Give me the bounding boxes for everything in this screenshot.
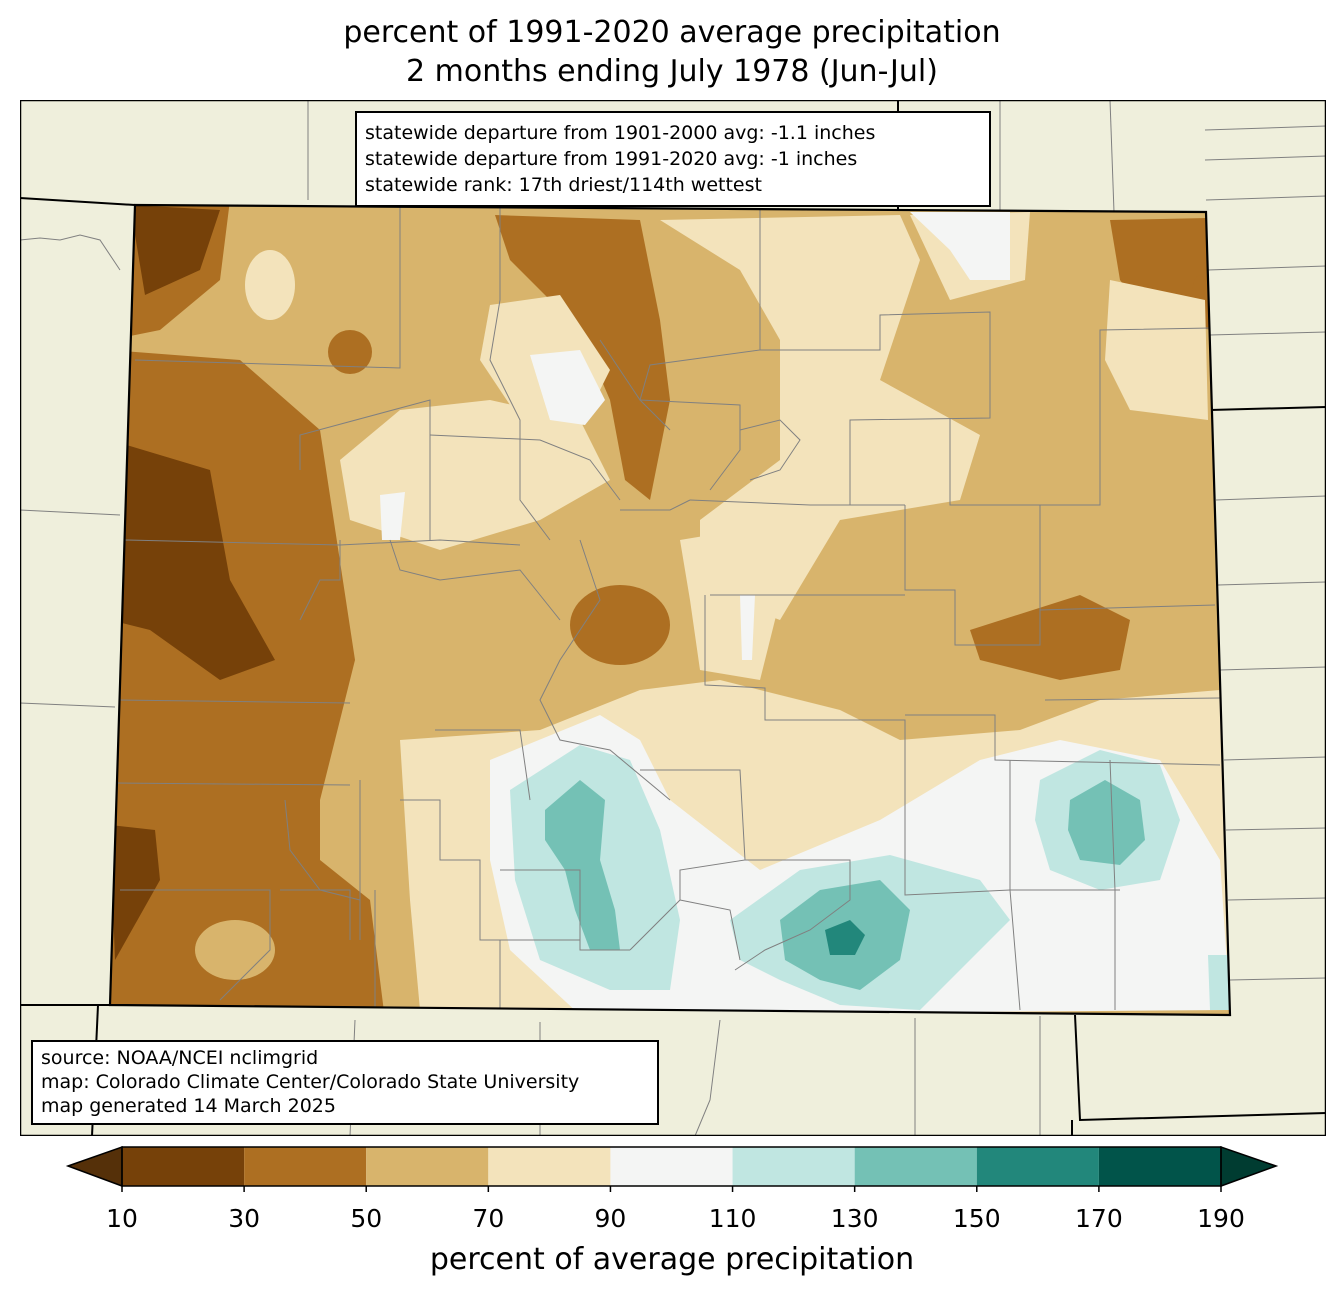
colorbar-outline [121,1146,1222,1187]
colorbar-tick-label: 190 [1197,1204,1245,1233]
stats-departure-1901-2000: statewide departure from 1901-2000 avg: … [365,122,876,144]
colorado-boundary [108,203,1232,1017]
colorbar-bin-170-190 [1098,1147,1221,1186]
colorbar-bin-10-30 [122,1147,245,1186]
colorbar-tick-label: 110 [708,1204,757,1233]
colorbar-bin-70-90 [488,1147,611,1186]
statewide-stats-box: statewide departure from 1901-2000 avg: … [355,111,991,207]
stats-departure-1991-2020: statewide departure from 1991-2020 avg: … [365,148,858,170]
source-line: source: NOAA/NCEI nclimgrid [41,1047,319,1069]
colorbar-bin-90-110 [610,1147,733,1186]
colorbar-tick-label: 70 [472,1204,505,1233]
colorbar-tick-label: 50 [350,1204,383,1233]
source-box: source: NOAA/NCEI nclimgrid map: Colorad… [31,1040,659,1125]
colorbar-tick-label: 90 [594,1204,627,1233]
precipitation-field [110,205,1230,1015]
precipitation-map [20,100,1326,1136]
colorbar-under-arrow [65,1145,123,1188]
map-frame [20,100,1326,1136]
colorbar-tick-label: 130 [830,1204,879,1233]
colorbar [65,1145,1279,1192]
colorbar-bin-30-50 [244,1147,367,1186]
colorbar-tick-label: 10 [106,1204,138,1233]
colorbar-bin-50-70 [366,1147,489,1186]
map-credit-line: map: Colorado Climate Center/Colorado St… [41,1071,580,1093]
colorbar-bin-110-130 [732,1147,855,1186]
colorbar-label: percent of average precipitation [429,1242,915,1277]
colorado-county-lines [114,205,1221,1011]
colorbar-over-arrow [1220,1145,1279,1188]
generated-date-line: map generated 14 March 2025 [41,1095,336,1117]
colorbar-tick-label: 150 [952,1204,1001,1233]
colorbar-bin-150-170 [976,1147,1099,1186]
colorbar-bin-130-150 [854,1147,977,1186]
map-subtitle: 2 months ending July 1978 (Jun-Jul) [406,54,938,89]
colorbar-tick-label: 170 [1075,1204,1123,1233]
colorbar-tick-label: 30 [228,1204,261,1233]
map-title: percent of 1991-2020 average precipitati… [343,15,1001,50]
stats-rank: statewide rank: 17th driest/114th wettes… [365,174,762,196]
